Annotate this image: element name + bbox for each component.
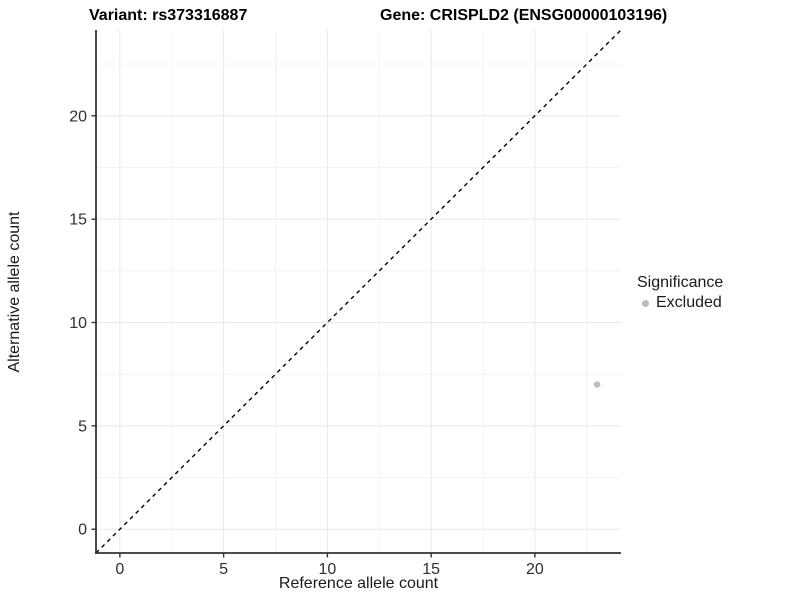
x-tick-label: 0 (115, 561, 124, 578)
y-tick-label: 5 (78, 418, 87, 435)
identity-line (95, 29, 622, 554)
variant-title: Variant: rs373316887 (89, 7, 248, 24)
x-tick-label: 20 (526, 561, 544, 578)
y-tick-label: 10 (69, 315, 87, 332)
legend-item-label: Excluded (656, 294, 722, 311)
y-axis-title: Alternative allele count (6, 211, 23, 373)
x-tick-label: 15 (422, 561, 440, 578)
excluded-point-icon (642, 299, 649, 307)
y-tick-label: 0 (78, 522, 87, 539)
data-point (593, 381, 601, 388)
y-tick-label: 15 (69, 212, 87, 229)
x-tick-label: 5 (219, 561, 228, 578)
x-axis-title: Reference allele count (278, 575, 439, 592)
legend-key (637, 295, 654, 312)
legend: Significance Excluded (637, 274, 723, 312)
gene-title: Gene: CRISPLD2 (ENSG00000103196) (380, 7, 668, 24)
y-tick-label: 20 (69, 108, 87, 125)
legend-item-excluded: Excluded (637, 294, 723, 312)
x-tick-label: 10 (318, 561, 336, 578)
legend-title: Significance (637, 274, 724, 291)
